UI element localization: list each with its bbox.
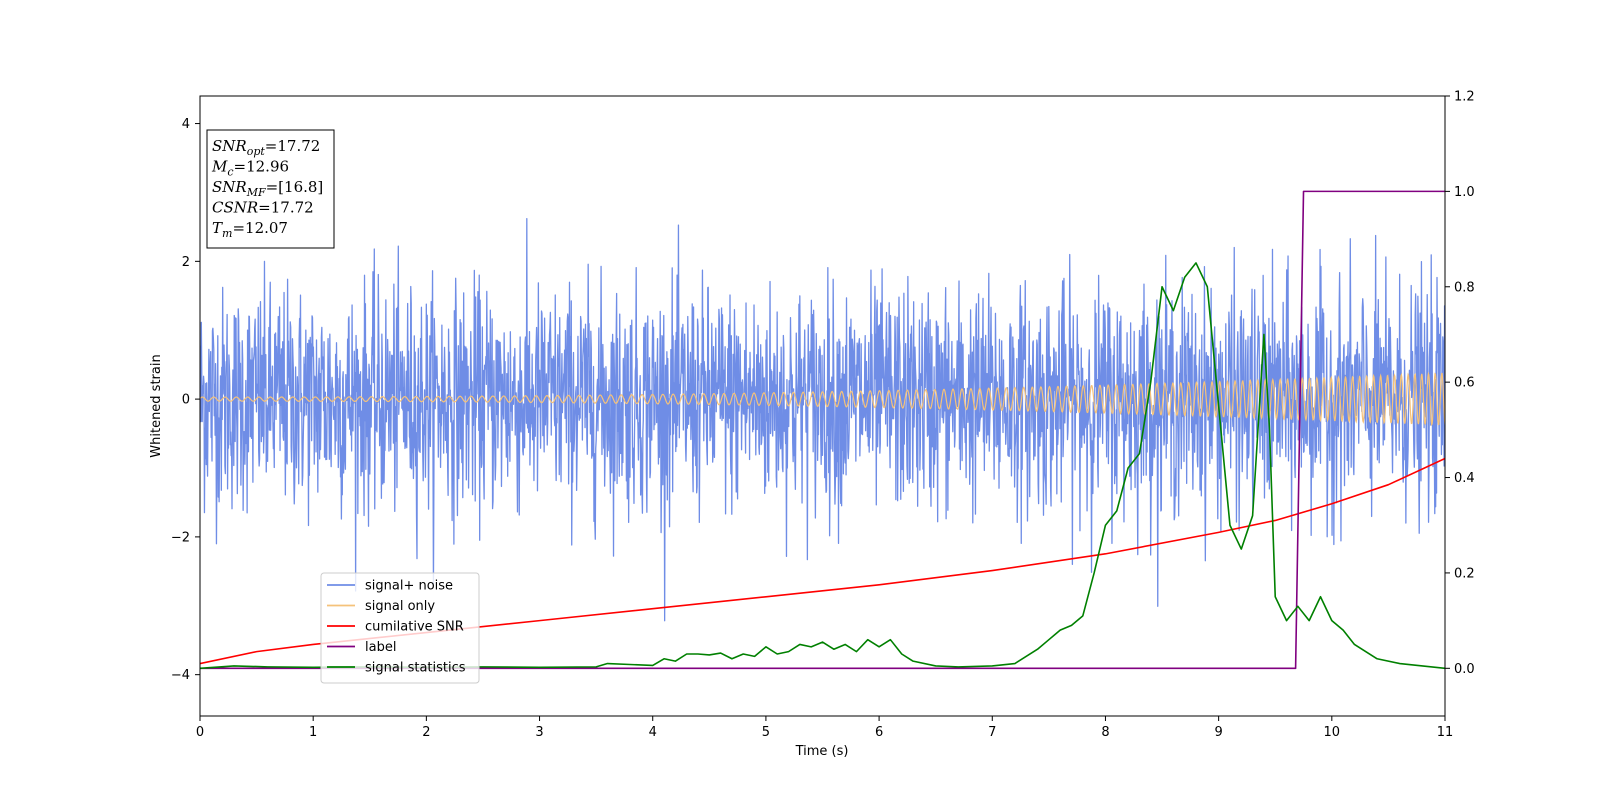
x-tick-label: 10: [1324, 725, 1341, 740]
legend-entry-label: cumilative SNR: [365, 620, 464, 635]
y-tick-label: 2: [182, 255, 190, 270]
legend-frame: [320, 572, 480, 684]
y2-tick-label: 1.2: [1454, 90, 1475, 105]
y2-tick-label: 0.6: [1454, 376, 1475, 391]
annotation-line: Mc=12.96: [211, 158, 289, 179]
legend-entry-label: label: [365, 640, 396, 655]
y2-tick-label: 0.2: [1454, 566, 1475, 581]
y-axis-right: 0.0 0.2 0.4 0.6 0.8 1.0 1.2: [1445, 90, 1475, 677]
x-axis: 0 1 2 3 4 5 6 7 8 9 10 11: [196, 716, 1453, 740]
y-tick-label: −2: [171, 530, 190, 545]
x-tick-label: 7: [988, 725, 996, 740]
annotation-line: SNRMF=[16.8]: [212, 178, 323, 199]
y-axis-label: Whitened strain: [149, 354, 164, 457]
x-axis-label: Time (s): [795, 744, 849, 759]
y2-tick-label: 0.8: [1454, 280, 1475, 295]
y2-tick-label: 0.4: [1454, 471, 1475, 486]
y-tick-label: −4: [171, 668, 190, 683]
annotation-line: SNRopt=17.72: [212, 137, 320, 158]
legend-entry-label: signal only: [365, 599, 435, 614]
legend-entry-label: signal statistics: [365, 661, 466, 676]
annotation-line: CSNR=17.72: [212, 199, 314, 217]
snr-annotation-box: SNRopt=17.72Mc=12.96SNRMF=[16.8]CSNR=17.…: [206, 129, 335, 249]
x-tick-label: 6: [875, 725, 883, 740]
x-tick-label: 9: [1214, 725, 1222, 740]
y2-tick-label: 1.0: [1454, 185, 1475, 200]
legend: signal+ noise signal only cumilative SNR la…: [320, 572, 480, 684]
plot-frame: [199, 95, 1446, 717]
y-tick-label: 0: [182, 393, 190, 408]
y-axis-left: −4 −2 0 2 4: [171, 117, 200, 683]
x-tick-label: 2: [422, 725, 430, 740]
x-tick-label: 0: [196, 725, 204, 740]
x-tick-label: 1: [309, 725, 317, 740]
series-signal-only: [200, 371, 1445, 427]
series-signal-statistics: [200, 262, 1445, 670]
x-tick-label: 8: [1101, 725, 1109, 740]
y-tick-label: 4: [182, 117, 190, 132]
x-tick-label: 4: [649, 725, 657, 740]
annotation-line: Tm=12.07: [212, 219, 288, 240]
series-signal-noise: [200, 217, 1445, 622]
x-tick-label: 11: [1437, 725, 1454, 740]
y2-tick-label: 0.0: [1454, 662, 1475, 677]
x-tick-label: 5: [762, 725, 770, 740]
series-label: [200, 190, 1445, 670]
x-tick-label: 3: [535, 725, 543, 740]
legend-entry-label: signal+ noise: [365, 579, 453, 594]
